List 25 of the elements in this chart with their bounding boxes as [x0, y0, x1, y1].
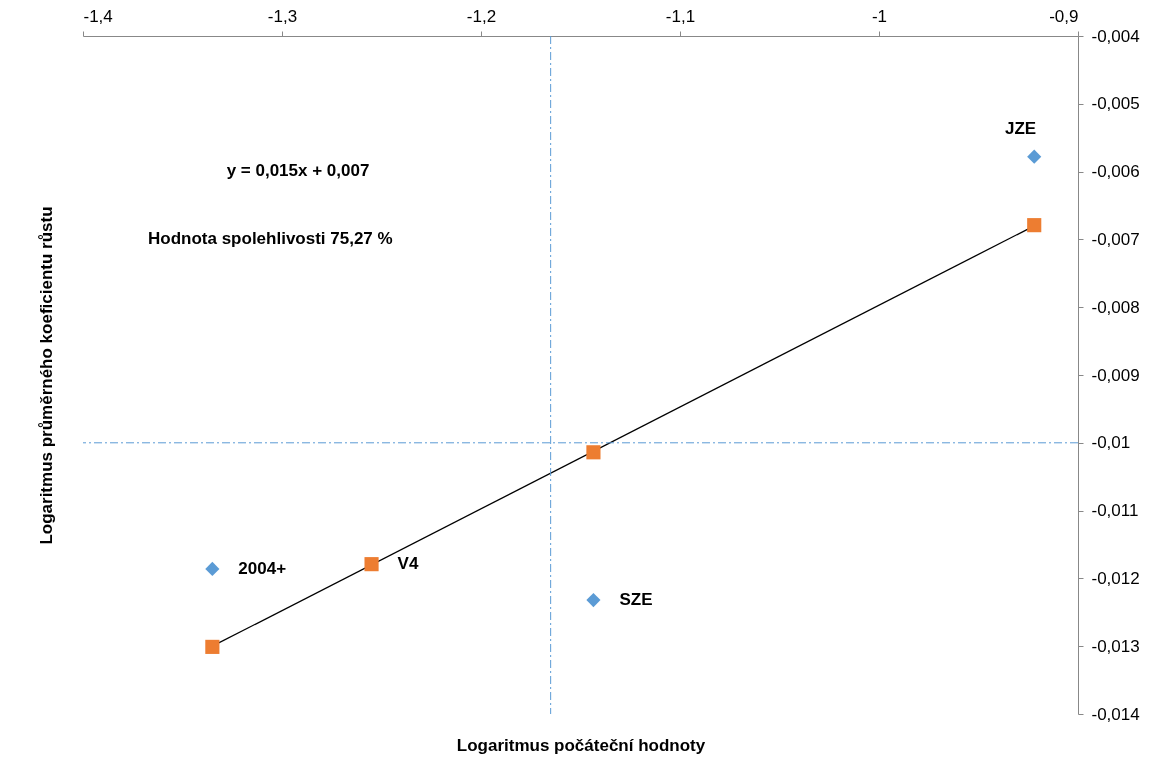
annotation: JZE	[1005, 118, 1037, 138]
x-tick-label: -0,9	[1049, 6, 1079, 26]
y-tick-label: -0,005	[1091, 94, 1140, 114]
x-tick-label: -1,3	[267, 6, 298, 26]
y-axis-title: Logaritmus průměrného koeficientu růstu	[36, 206, 56, 545]
x-tick-label: -1,4	[83, 6, 113, 26]
y-tick-label: -0,012	[1091, 568, 1140, 588]
y-tick-label: -0,009	[1091, 365, 1140, 385]
y-tick-label: -0,008	[1091, 297, 1140, 317]
annotation: 2004+	[238, 558, 287, 578]
y-tick-label: -0,006	[1091, 162, 1140, 182]
y-tick-label: -0,011	[1091, 501, 1139, 521]
y-tick-label: -0,01	[1091, 433, 1131, 453]
annotation: SZE	[619, 590, 653, 610]
x-tick-label: -1	[871, 6, 888, 26]
x-tick-label: -1,1	[665, 6, 696, 26]
y-tick-label: -0,014	[1091, 704, 1140, 724]
y-tick-label: -0,004	[1091, 26, 1140, 46]
annotation: V4	[397, 554, 419, 574]
y-tick-label: -0,013	[1091, 636, 1140, 656]
x-tick-label: -1,2	[466, 6, 497, 26]
annotation: y = 0,015x + 0,007	[226, 161, 370, 180]
annotation: Hodnota spolehlivosti 75,27 %	[148, 229, 393, 248]
x-axis-title: Logaritmus počáteční hodnoty	[456, 735, 706, 755]
y-tick-label: -0,007	[1091, 229, 1140, 249]
